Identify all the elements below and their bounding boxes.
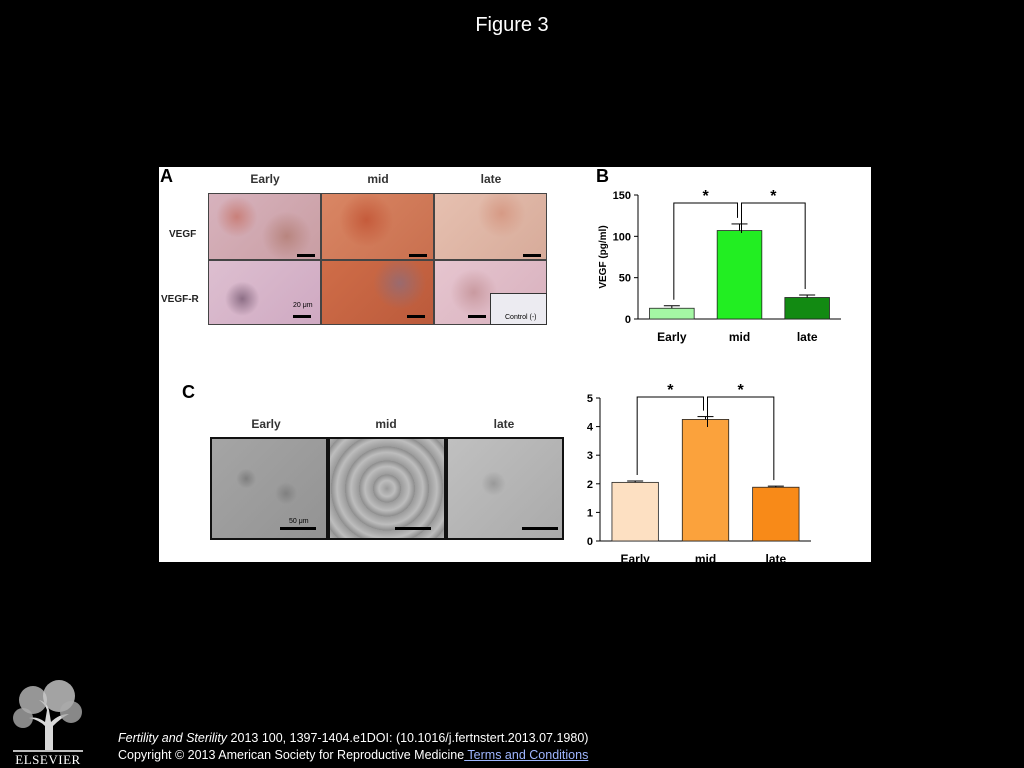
y-tick-label: 0 [587, 536, 593, 548]
bar-early [649, 307, 695, 320]
scale-bar [522, 527, 558, 530]
panel-c-label: C [182, 382, 195, 402]
y-tick-label: 150 [613, 190, 631, 202]
control-inset: Control (-) [490, 293, 547, 325]
bar-late [752, 486, 800, 542]
significance-bracket [636, 396, 704, 475]
elsevier-tree-logo [9, 680, 87, 752]
x-tick-label: late [765, 552, 786, 562]
tube-formation-image-mid [328, 437, 446, 540]
bar-mid [681, 419, 730, 542]
y-tick-label: 1 [587, 507, 593, 519]
significance-marker: * [703, 188, 710, 205]
panel-a-col-early: Early [250, 172, 280, 186]
scale-label: 20 μm [293, 302, 313, 309]
x-tick-label: mid [695, 552, 716, 562]
terms-link[interactable]: Terms and Conditions [464, 748, 589, 762]
panel-a-col-mid: mid [367, 172, 389, 186]
scale-label: 50 μm [289, 518, 309, 525]
panel-a-row-vegf: VEGF [169, 229, 197, 240]
significance-marker: * [770, 188, 777, 205]
significance-bracket [673, 202, 738, 300]
significance-marker: * [667, 382, 674, 399]
x-tick-label: mid [729, 330, 750, 344]
panel-a-row-vegfr: VEGF-R [161, 294, 199, 305]
y-tick-label: 50 [619, 273, 631, 285]
ihc-image-vegf-early [208, 193, 321, 260]
ihc-image-vegf-late [434, 193, 547, 260]
figure-panel: A Early mid late VEGF VEGF-R 20 μm Contr… [159, 166, 871, 562]
y-tick-label: 3 [587, 450, 593, 462]
scale-bar [523, 254, 541, 257]
panel-b-label: B [596, 166, 609, 186]
scale-bar [297, 254, 315, 257]
scale-bar [407, 315, 425, 318]
panel-a-col-late: late [480, 172, 502, 186]
panel-a-label: A [160, 166, 173, 186]
y-tick-label: 5 [587, 393, 593, 405]
scale-bar [293, 315, 311, 318]
ihc-image-vegfr-mid [321, 260, 434, 325]
ihc-image-vegf-mid [321, 193, 434, 260]
citation-line: Fertility and Sterility 2013 100, 1397-1… [118, 731, 588, 745]
bar-late [784, 297, 830, 320]
y-tick-label: 100 [613, 231, 631, 243]
tube-formation-image-early [210, 437, 328, 540]
scale-bar [409, 254, 427, 257]
x-tick-label: late [797, 330, 818, 344]
control-label: Control (-) [505, 314, 537, 321]
y-tick-label: 2 [587, 479, 593, 491]
elsevier-wordmark: ELSEVIER [15, 752, 81, 767]
vegf-bar-chart: 0 50 100 150 VEGF (pg/ml) Early mid late * * [598, 188, 841, 344]
bar-early [611, 481, 659, 542]
ihc-image-vegfr-early [208, 260, 321, 325]
y-tick-label: 0 [625, 314, 631, 326]
citation-text: 2013 100, 1397-1404.e1DOI: (10.1016/j.fe… [227, 731, 589, 745]
panel-c-col-late: late [493, 417, 515, 431]
journal-name: Fertility and Sterility [118, 731, 228, 745]
panel-c-col-early: Early [251, 417, 281, 431]
scale-bar [395, 527, 431, 530]
page-title: Figure 3 [475, 14, 549, 36]
y-tick-label: 4 [587, 422, 594, 434]
x-tick-label: Early [620, 552, 650, 562]
scale-bar [280, 527, 316, 530]
panel-c-col-mid: mid [375, 417, 397, 431]
significance-bracket [707, 396, 775, 481]
significance-marker: * [738, 382, 745, 399]
x-tick-label: Early [657, 330, 687, 344]
scale-bar [468, 315, 486, 318]
significance-bracket [741, 202, 806, 290]
copyright-line: Copyright © 2013 American Society for Re… [118, 748, 588, 762]
angiogenic-bar-chart: 012345Angiogenic potentialEarlymidlate** [587, 382, 811, 562]
copyright-text: Copyright © 2013 American Society for Re… [118, 748, 465, 762]
tube-formation-image-late [446, 437, 564, 540]
y-axis-label: VEGF (pg/ml) [598, 225, 609, 288]
bar-mid [716, 230, 763, 320]
